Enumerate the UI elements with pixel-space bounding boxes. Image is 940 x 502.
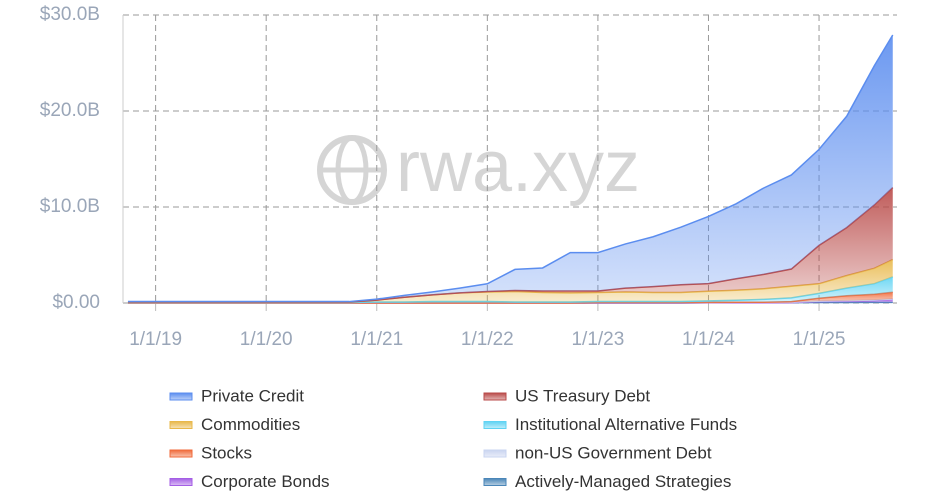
x-tick-label: 1/1/24 <box>682 329 735 350</box>
x-tick-label: 1/1/19 <box>129 329 182 350</box>
y-tick-label: $10.0B <box>40 196 100 217</box>
y-tick-label: $0.00 <box>52 292 100 313</box>
y-tick-label: $30.0B <box>40 4 100 25</box>
watermark-globe <box>335 135 369 205</box>
legend-label: US Treasury Debt <box>515 386 650 405</box>
legend-label: Stocks <box>201 443 252 462</box>
x-tick-label: 1/1/25 <box>793 329 846 350</box>
legend-label: Private Credit <box>201 386 304 405</box>
legend-swatch <box>169 392 193 401</box>
legend-swatch <box>169 478 193 486</box>
x-tick-label: 1/1/23 <box>571 329 624 350</box>
x-tick-label: 1/1/21 <box>350 329 403 350</box>
legend-label: Actively-Managed Strategies <box>515 472 731 491</box>
legend-label: Commodities <box>201 415 300 434</box>
x-tick-label: 1/1/20 <box>240 329 293 350</box>
legend-swatch <box>483 449 507 458</box>
area <box>127 34 893 303</box>
x-tick-label: 1/1/22 <box>461 329 514 350</box>
legend-label: non-US Government Debt <box>515 443 712 462</box>
y-tick-label: $20.0B <box>40 100 100 121</box>
legend-label: Institutional Alternative Funds <box>515 415 737 434</box>
legend-swatch <box>483 421 507 429</box>
legend-swatch <box>483 478 507 486</box>
watermark: rwa.xyz <box>317 127 640 207</box>
legend-swatch <box>169 421 193 429</box>
legend-swatch <box>483 392 507 401</box>
legend-swatch <box>169 449 193 458</box>
area-line <box>127 34 894 303</box>
legend-label: Corporate Bonds <box>201 472 330 491</box>
watermark-globe <box>317 135 387 205</box>
watermark-text: rwa.xyz <box>396 127 640 207</box>
